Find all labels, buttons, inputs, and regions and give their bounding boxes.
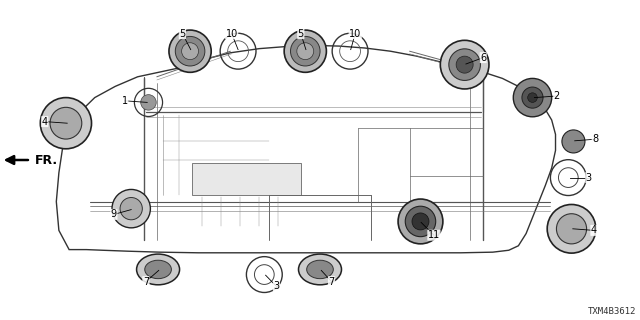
Text: 4: 4	[42, 116, 48, 127]
Ellipse shape	[136, 254, 180, 285]
Text: 7: 7	[328, 276, 335, 287]
Circle shape	[456, 56, 473, 73]
Circle shape	[449, 49, 481, 80]
Circle shape	[120, 197, 142, 220]
Circle shape	[412, 213, 429, 230]
Text: 10: 10	[225, 28, 238, 39]
Circle shape	[547, 204, 596, 253]
Circle shape	[169, 30, 211, 72]
Circle shape	[175, 36, 205, 66]
Circle shape	[141, 95, 156, 110]
Text: 7: 7	[143, 276, 149, 287]
Circle shape	[522, 87, 543, 108]
Text: 1: 1	[122, 96, 128, 106]
Circle shape	[398, 199, 443, 244]
Circle shape	[291, 36, 320, 66]
Text: TXM4B3612: TXM4B3612	[588, 307, 636, 316]
Circle shape	[284, 30, 326, 72]
Text: 10: 10	[349, 28, 362, 39]
Ellipse shape	[307, 260, 333, 279]
Circle shape	[513, 78, 552, 117]
Circle shape	[50, 107, 82, 139]
Circle shape	[405, 206, 436, 237]
Text: 6: 6	[480, 52, 486, 63]
Text: 5: 5	[298, 28, 304, 39]
Ellipse shape	[145, 260, 172, 279]
Circle shape	[297, 43, 314, 60]
Circle shape	[112, 189, 150, 228]
Text: 2: 2	[554, 91, 560, 101]
Text: 5: 5	[179, 28, 186, 39]
Text: FR.: FR.	[35, 154, 58, 166]
Ellipse shape	[298, 254, 342, 285]
Text: 9: 9	[111, 209, 117, 220]
Text: 3: 3	[586, 172, 592, 183]
Circle shape	[528, 93, 538, 102]
Text: 8: 8	[592, 134, 598, 144]
Text: 3: 3	[273, 281, 280, 292]
Circle shape	[562, 130, 585, 153]
FancyBboxPatch shape	[192, 163, 301, 195]
Circle shape	[182, 43, 198, 60]
Circle shape	[556, 214, 587, 244]
Circle shape	[40, 98, 92, 149]
Circle shape	[440, 40, 489, 89]
Text: 4: 4	[591, 225, 597, 236]
Text: 11: 11	[428, 230, 440, 240]
